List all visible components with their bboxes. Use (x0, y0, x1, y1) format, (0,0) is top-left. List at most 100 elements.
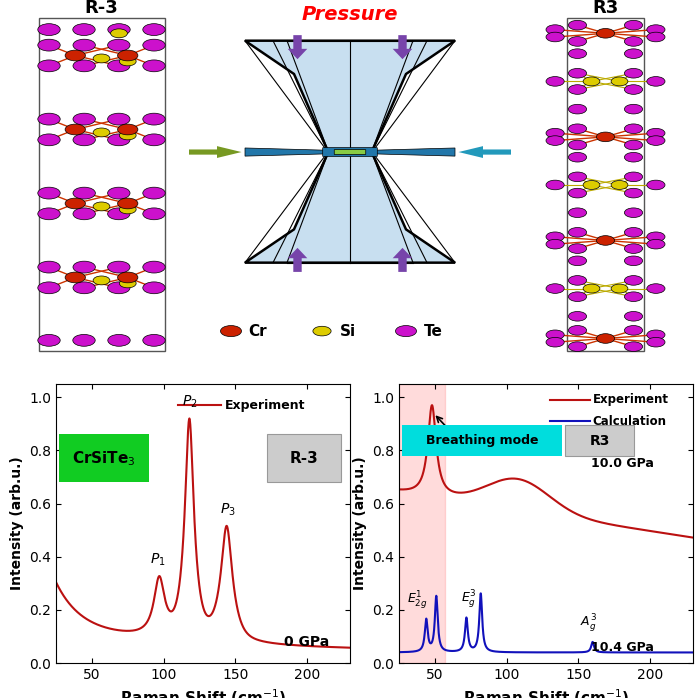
Circle shape (647, 232, 665, 242)
FancyBboxPatch shape (59, 434, 149, 482)
Circle shape (611, 284, 628, 293)
Circle shape (624, 292, 643, 302)
Circle shape (73, 261, 95, 273)
FancyArrow shape (189, 146, 241, 158)
Circle shape (583, 284, 600, 293)
Circle shape (111, 29, 127, 38)
Circle shape (624, 68, 643, 78)
Circle shape (118, 198, 138, 209)
Text: CrSiTe$_3$: CrSiTe$_3$ (72, 449, 136, 468)
Text: $P_3$: $P_3$ (220, 501, 236, 518)
Circle shape (395, 325, 416, 336)
Circle shape (647, 337, 665, 347)
Circle shape (108, 134, 130, 146)
Circle shape (647, 128, 665, 138)
Text: 0 GPa: 0 GPa (284, 634, 330, 649)
Circle shape (624, 172, 643, 181)
Circle shape (568, 49, 587, 59)
Circle shape (143, 282, 165, 294)
Circle shape (624, 49, 643, 59)
Circle shape (108, 187, 130, 199)
Circle shape (568, 152, 587, 162)
Circle shape (143, 187, 165, 199)
Circle shape (73, 60, 95, 72)
FancyBboxPatch shape (323, 147, 377, 156)
Circle shape (220, 325, 241, 336)
Text: R3: R3 (592, 0, 619, 17)
Circle shape (647, 77, 665, 86)
Circle shape (568, 20, 587, 30)
Circle shape (119, 279, 136, 288)
Circle shape (624, 20, 643, 30)
Circle shape (568, 276, 587, 285)
Circle shape (624, 188, 643, 198)
Circle shape (647, 25, 665, 34)
Circle shape (568, 68, 587, 78)
Circle shape (108, 39, 130, 51)
Circle shape (38, 39, 60, 51)
Circle shape (611, 181, 628, 189)
Circle shape (108, 282, 130, 294)
Circle shape (647, 136, 665, 145)
Text: Si: Si (340, 324, 356, 339)
Text: $A^{3}_{g}$: $A^{3}_{g}$ (580, 612, 597, 634)
Circle shape (119, 205, 136, 214)
Circle shape (93, 54, 110, 63)
Text: R3: R3 (589, 433, 610, 447)
X-axis label: Raman Shift (cm$^{-1}$): Raman Shift (cm$^{-1}$) (463, 688, 629, 698)
Circle shape (38, 334, 60, 346)
Text: Experiment: Experiment (593, 394, 668, 406)
Circle shape (611, 77, 628, 86)
Circle shape (647, 284, 665, 293)
Circle shape (73, 334, 95, 346)
Circle shape (38, 208, 60, 220)
Circle shape (568, 208, 587, 218)
Circle shape (73, 113, 95, 125)
Circle shape (38, 134, 60, 146)
Circle shape (143, 134, 165, 146)
Circle shape (568, 256, 587, 266)
FancyBboxPatch shape (335, 149, 366, 154)
Circle shape (65, 272, 85, 283)
Circle shape (624, 228, 643, 237)
Circle shape (38, 113, 60, 125)
Circle shape (143, 208, 165, 220)
Circle shape (546, 136, 564, 145)
Circle shape (568, 104, 587, 114)
Circle shape (38, 60, 60, 72)
Text: Calculation: Calculation (593, 415, 666, 428)
Circle shape (583, 77, 600, 86)
Circle shape (568, 188, 587, 198)
Circle shape (93, 276, 110, 285)
Circle shape (624, 208, 643, 218)
Y-axis label: Intensity (arb.u.): Intensity (arb.u.) (10, 456, 24, 591)
Y-axis label: Intensity (arb.u.): Intensity (arb.u.) (353, 456, 367, 591)
Bar (567, 18, 644, 352)
Text: Experiment: Experiment (225, 399, 306, 412)
Circle shape (546, 32, 564, 42)
Circle shape (38, 187, 60, 199)
Circle shape (568, 244, 587, 253)
Circle shape (143, 261, 165, 273)
Circle shape (108, 208, 130, 220)
Circle shape (119, 57, 136, 66)
Circle shape (568, 311, 587, 321)
Text: Pressure: Pressure (302, 6, 398, 24)
Circle shape (568, 140, 587, 150)
Circle shape (118, 50, 138, 61)
Circle shape (73, 39, 95, 51)
Circle shape (546, 330, 564, 340)
Text: 10.0 GPa: 10.0 GPa (592, 457, 654, 470)
Circle shape (624, 36, 643, 46)
Text: Cr: Cr (248, 324, 267, 339)
Circle shape (65, 50, 85, 61)
Circle shape (596, 132, 615, 142)
Circle shape (546, 77, 564, 86)
Text: R-3: R-3 (85, 0, 118, 17)
Polygon shape (245, 40, 455, 154)
Bar (399, 384, 445, 663)
Text: $E^{3}_{g}$: $E^{3}_{g}$ (461, 588, 477, 609)
Circle shape (583, 181, 600, 189)
Circle shape (108, 24, 130, 36)
Circle shape (624, 342, 643, 352)
